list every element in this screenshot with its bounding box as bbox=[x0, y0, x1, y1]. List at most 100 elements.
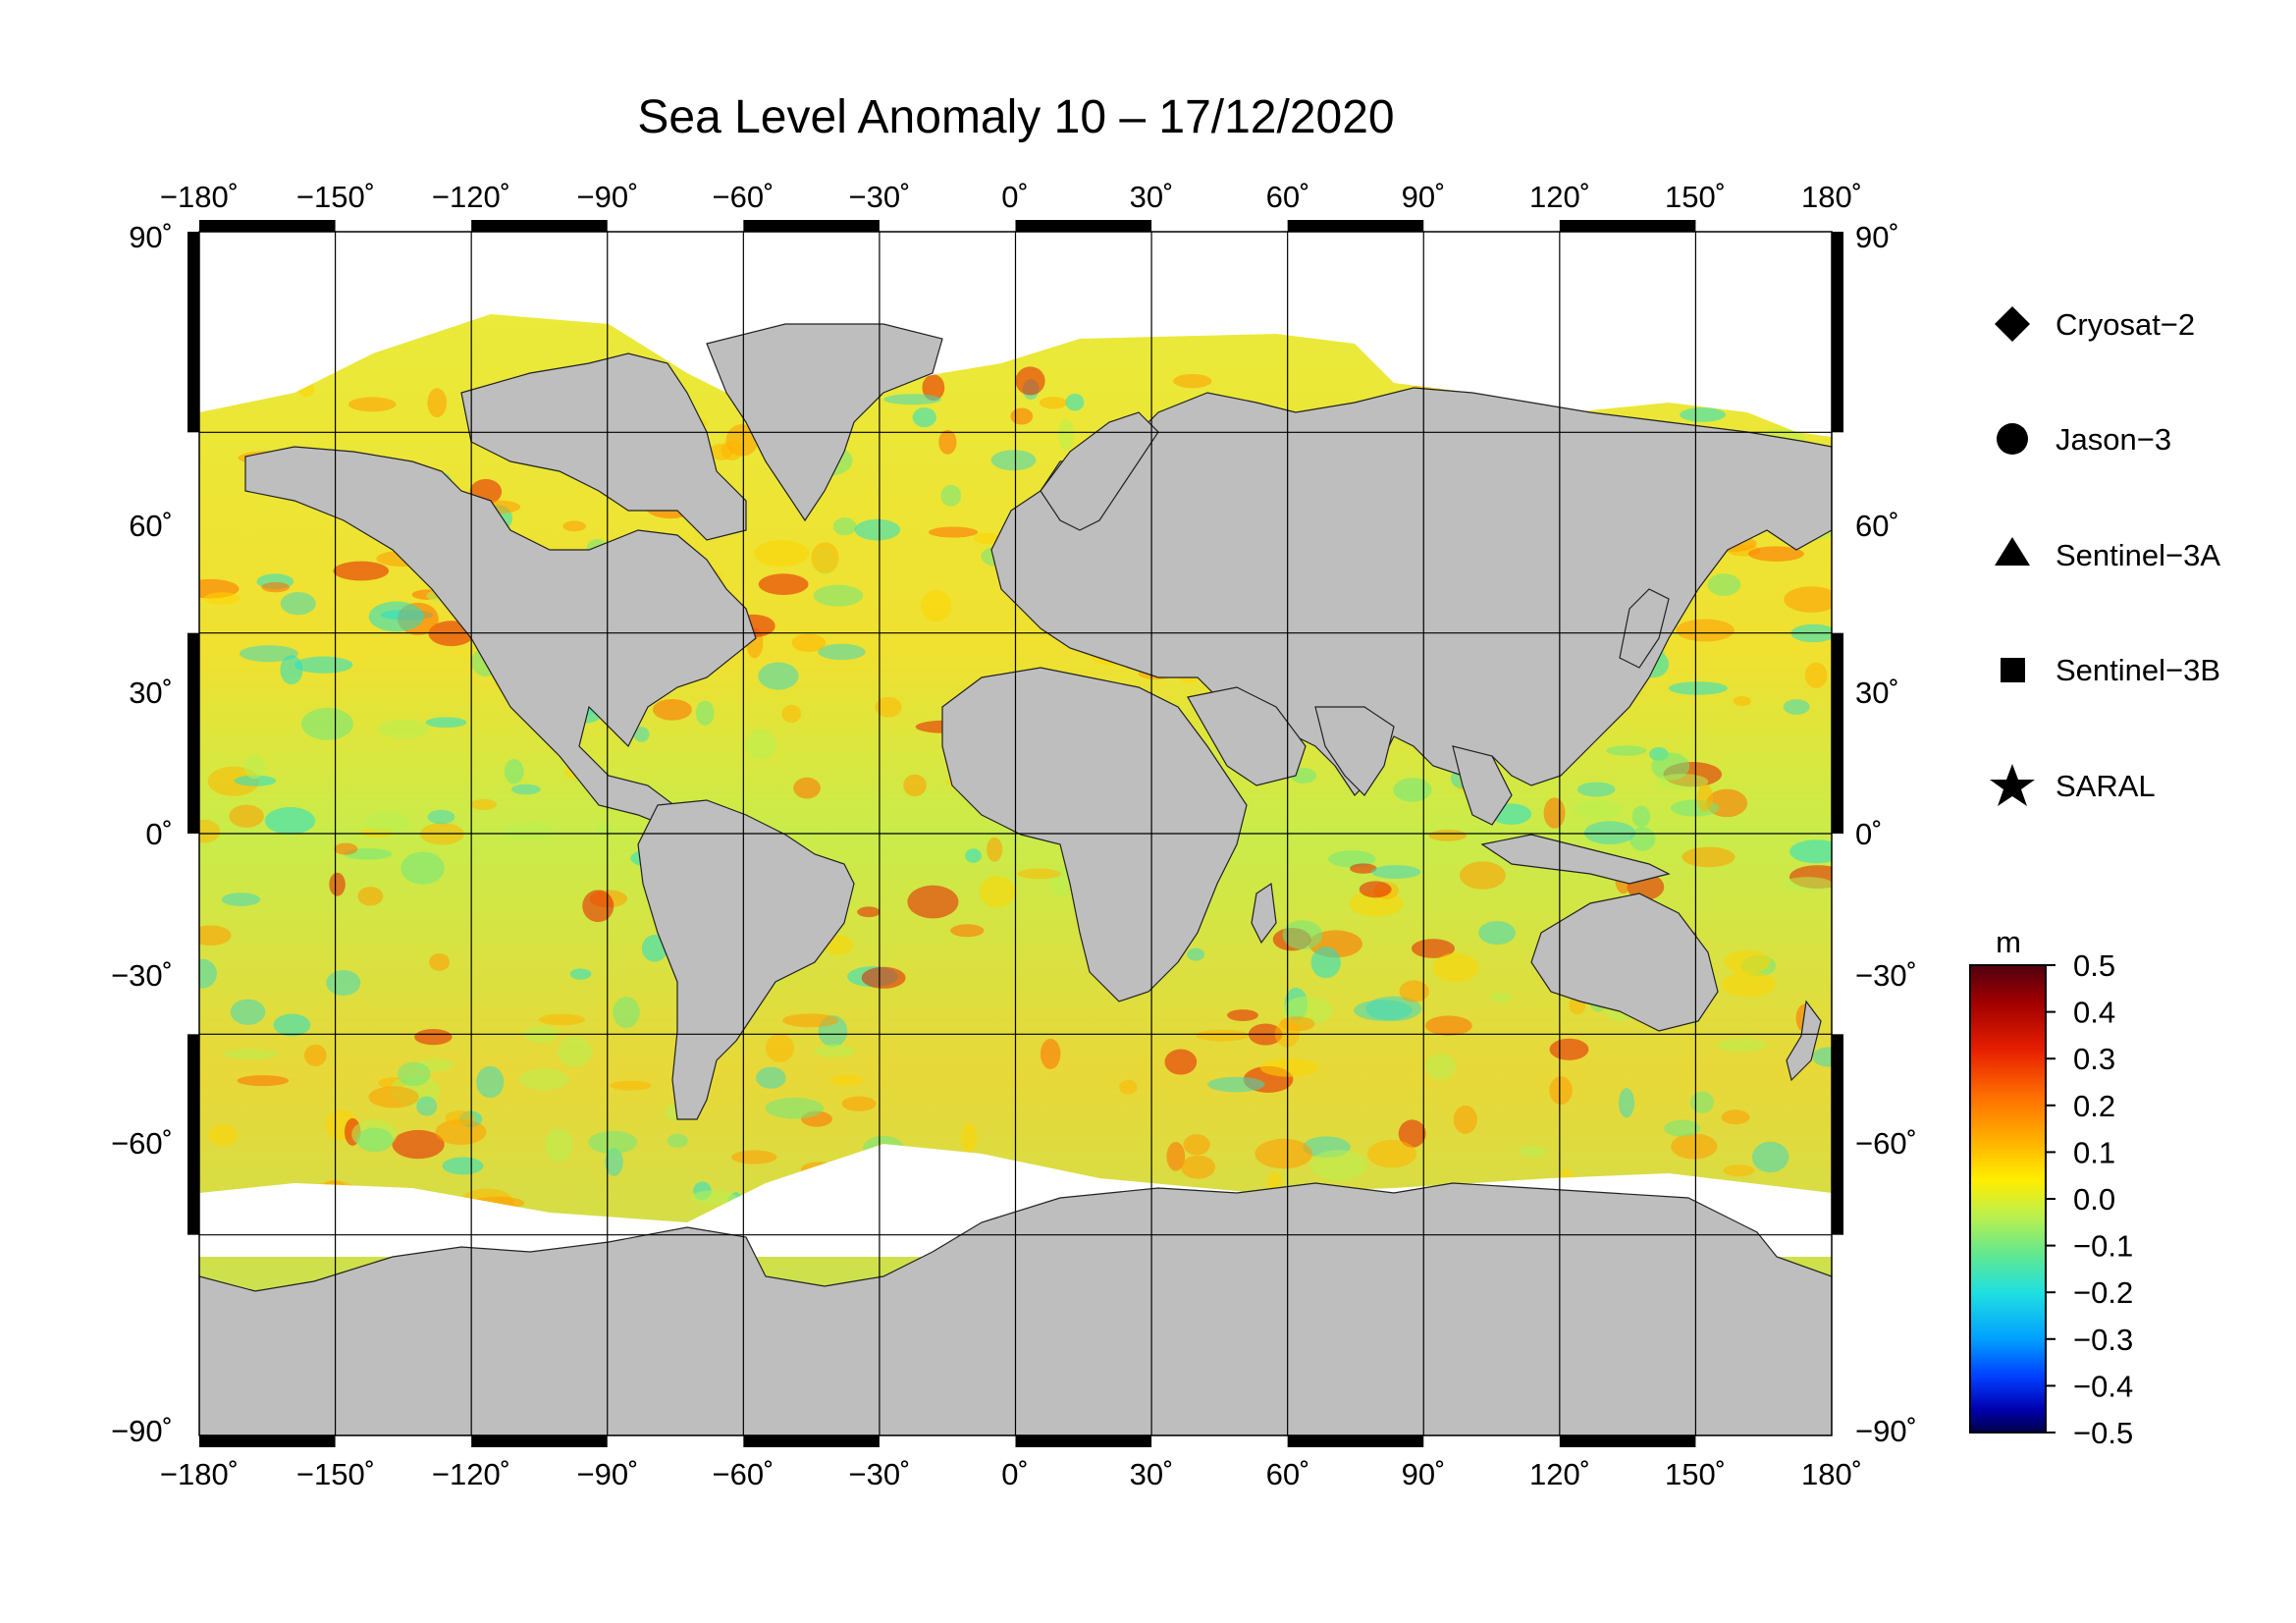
frame-bar-lon bbox=[1015, 1435, 1152, 1447]
anomaly-patch bbox=[1663, 1119, 1701, 1137]
anomaly-patch bbox=[1812, 1047, 1832, 1067]
land-north-america bbox=[244, 446, 757, 836]
anomaly-patch bbox=[1187, 947, 1205, 961]
lat-tick-left: 60˚ bbox=[129, 509, 173, 543]
colorbar-tick-label: −0.2 bbox=[2073, 1275, 2133, 1310]
colorbar-tick-label: −0.5 bbox=[2073, 1416, 2133, 1450]
lat-tick-left: −90˚ bbox=[111, 1414, 173, 1448]
lon-tick-top: 150˚ bbox=[1665, 180, 1726, 214]
anomaly-patch bbox=[240, 645, 298, 663]
star-icon bbox=[1990, 764, 2035, 806]
anomaly-patch bbox=[1428, 829, 1468, 841]
anomaly-patch bbox=[377, 719, 429, 739]
anomaly-patch bbox=[425, 717, 467, 729]
anomaly-patch bbox=[745, 729, 776, 760]
lon-tick-top: −60˚ bbox=[713, 180, 774, 214]
colorbar-gradient bbox=[1969, 964, 2047, 1434]
frame-bar-lat bbox=[187, 1034, 199, 1235]
anomaly-patch bbox=[1399, 980, 1429, 1002]
anomaly-patch bbox=[1227, 1009, 1258, 1021]
colorbar-tick-label: 0.1 bbox=[2073, 1135, 2115, 1169]
anomaly-patch bbox=[1583, 821, 1635, 845]
anomaly-patch bbox=[365, 811, 410, 834]
frame-bar-lat bbox=[1832, 632, 1843, 834]
anomaly-patch bbox=[1010, 407, 1034, 425]
lat-tick-right: 0˚ bbox=[1855, 817, 1883, 851]
anomaly-patch bbox=[1119, 1079, 1138, 1095]
anomaly-patch bbox=[922, 374, 945, 402]
land-madagascar bbox=[1251, 882, 1277, 945]
anomaly-patch bbox=[397, 1061, 431, 1087]
anomaly-patch bbox=[1180, 1155, 1216, 1179]
land-india bbox=[1314, 706, 1395, 796]
lon-tick-top: −120˚ bbox=[432, 180, 510, 214]
anomaly-patch bbox=[758, 662, 799, 690]
anomaly-patch bbox=[781, 704, 802, 724]
anomaly-patch bbox=[613, 997, 640, 1028]
lon-ticks-bottom: −180˚ −150˚ −120˚ −90˚ −60˚ −30˚ 0˚ 30˚ … bbox=[160, 1457, 1862, 1491]
anomaly-patch bbox=[782, 1013, 839, 1028]
anomaly-patch bbox=[1459, 861, 1506, 890]
lat-ticks-left: 90˚ 60˚ 30˚ 0˚ −30˚ −60˚ −90˚ bbox=[111, 220, 173, 1448]
anomaly-patch bbox=[1424, 1053, 1457, 1080]
anomaly-patch bbox=[990, 450, 1037, 471]
lon-ticks-top: −180˚ −150˚ −120˚ −90˚ −60˚ −30˚ 0˚ 30˚ … bbox=[160, 180, 1862, 214]
anomaly-patch bbox=[1366, 1139, 1416, 1168]
anomaly-patch bbox=[199, 925, 232, 947]
anomaly-patch bbox=[987, 837, 1003, 862]
anomaly-patch bbox=[199, 958, 217, 989]
anomaly-patch bbox=[326, 969, 361, 997]
anomaly-patch bbox=[912, 407, 936, 428]
colorbar-ticks: 0.5 0.4 0.3 0.2 0.1 0.0 −0.1 −0.2 −0.3 −0.4 −0.5 bbox=[2046, 948, 2133, 1450]
anomaly-patch bbox=[1631, 805, 1651, 828]
lon-tick-top: −180˚ bbox=[160, 180, 239, 214]
anomaly-patch bbox=[758, 573, 809, 595]
anomaly-patch bbox=[334, 842, 358, 855]
anomaly-patch bbox=[392, 1129, 445, 1160]
anomaly-patch bbox=[1432, 952, 1479, 983]
anomaly-patch bbox=[1255, 1138, 1313, 1169]
colorbar-tick-label: −0.4 bbox=[2073, 1369, 2133, 1403]
anomaly-patch bbox=[280, 592, 316, 616]
lat-tick-right: −60˚ bbox=[1855, 1126, 1917, 1161]
anomaly-patch bbox=[928, 526, 979, 538]
legend-label-jason: Jason−3 bbox=[2056, 422, 2171, 457]
lon-tick-bottom: 180˚ bbox=[1801, 1457, 1862, 1491]
anomaly-patch bbox=[1629, 827, 1656, 851]
anomaly-patch bbox=[273, 1013, 311, 1037]
anomaly-patch bbox=[264, 807, 316, 835]
anomaly-patch bbox=[1453, 1105, 1477, 1134]
colorbar-tick-label: 0.3 bbox=[2073, 1042, 2115, 1076]
land-africa bbox=[941, 667, 1248, 1002]
anomaly-patch bbox=[368, 1086, 419, 1109]
anomaly-patch bbox=[690, 1190, 737, 1206]
anomaly-patch bbox=[974, 532, 998, 545]
lat-tick-left: 90˚ bbox=[129, 220, 173, 254]
anomaly-patch bbox=[1682, 846, 1735, 868]
anomaly-patch bbox=[756, 1066, 786, 1089]
anomaly-patch bbox=[1549, 1038, 1589, 1060]
anomaly-patch bbox=[329, 872, 346, 896]
anomaly-patch bbox=[545, 1128, 573, 1163]
lon-tick-bottom: −30˚ bbox=[849, 1457, 911, 1491]
anomaly-patch bbox=[652, 698, 692, 721]
lon-tick-top: 30˚ bbox=[1130, 180, 1174, 214]
map-panel bbox=[199, 232, 1832, 1435]
lon-tick-bottom: −180˚ bbox=[160, 1457, 239, 1491]
anomaly-patch bbox=[1680, 407, 1726, 422]
lon-tick-top: 90˚ bbox=[1402, 180, 1446, 214]
anomaly-patch bbox=[538, 1013, 586, 1026]
lat-tick-left: −30˚ bbox=[111, 958, 173, 993]
lon-tick-bottom: 120˚ bbox=[1529, 1457, 1590, 1491]
anomaly-patch bbox=[223, 1049, 279, 1059]
anomaly-patch bbox=[1804, 662, 1828, 689]
anomaly-patch bbox=[961, 1123, 978, 1153]
anomaly-patch bbox=[695, 700, 715, 726]
lat-tick-left: 30˚ bbox=[129, 676, 173, 710]
anomaly-patch bbox=[1183, 1134, 1210, 1156]
anomaly-patch bbox=[1543, 797, 1566, 829]
lon-tick-top: 180˚ bbox=[1801, 180, 1862, 214]
anomaly-patch bbox=[221, 893, 261, 906]
lon-tick-top: −150˚ bbox=[296, 180, 375, 214]
anomaly-patch bbox=[569, 968, 592, 980]
